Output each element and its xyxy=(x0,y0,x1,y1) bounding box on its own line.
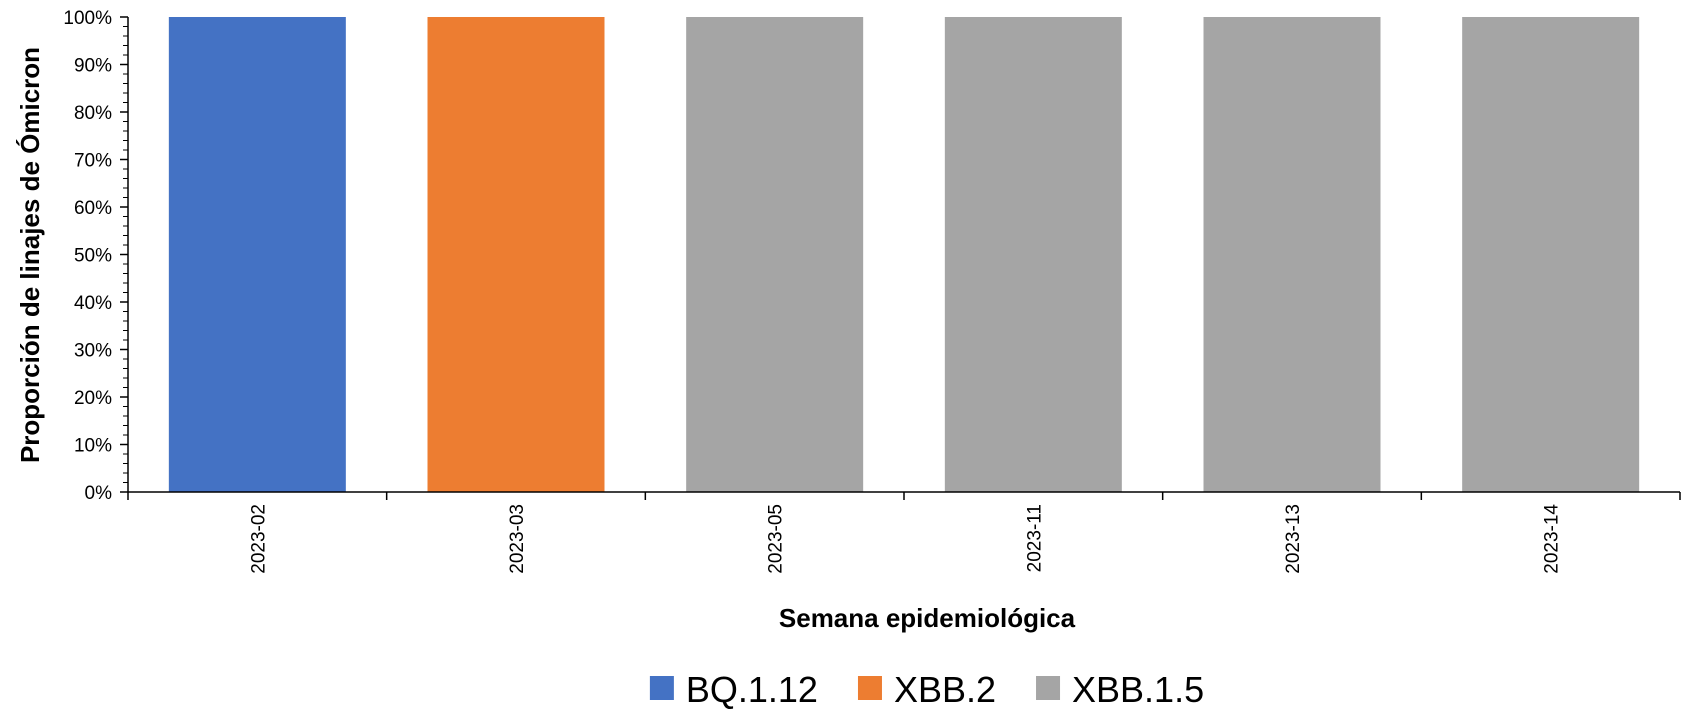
bar-2023-11-XBB-1-5 xyxy=(944,17,1122,492)
y-axis-title: Proporción de linajes de Ómicron xyxy=(15,47,45,463)
legend: BQ.1.12 XBB.2 XBB.1.5 xyxy=(649,669,1204,710)
y-tick-label: 70% xyxy=(74,151,112,172)
y-tick-label: 60% xyxy=(74,198,112,219)
y-tick-label: 10% xyxy=(74,436,112,457)
y-tick-label: 20% xyxy=(74,388,112,409)
bar-2023-05-XBB-1-5 xyxy=(686,17,864,492)
legend-swatch-XBB-2 xyxy=(857,676,882,700)
bar-2023-02-BQ-1-12 xyxy=(168,17,346,492)
y-tick-label: 0% xyxy=(85,483,113,504)
bar-2023-13-XBB-1-5 xyxy=(1203,17,1381,492)
y-tick-label: 40% xyxy=(74,293,112,314)
ticks-layer: 0% 10% 20% 30% 40% 50% 60% 70% 80% 90% 100% 2023-02… xyxy=(63,8,1681,574)
legend-swatch-XBB-1-5 xyxy=(1036,676,1061,700)
y-tick-label: 90% xyxy=(74,56,112,77)
x-tick-label: 2023-11 xyxy=(1024,504,1045,572)
x-tick-label: 2023-02 xyxy=(248,504,269,574)
bar-2023-14-XBB-1-5 xyxy=(1462,17,1640,492)
bar-2023-03-XBB-2 xyxy=(427,17,605,492)
x-tick-label: 2023-14 xyxy=(1542,504,1563,574)
y-tick-label: 80% xyxy=(74,103,112,124)
legend-label-BQ-1-12: BQ.1.12 xyxy=(686,669,818,710)
x-axis-title: Semana epidemiológica xyxy=(779,603,1076,633)
x-tick-label: 2023-03 xyxy=(507,504,528,574)
bars-layer xyxy=(168,17,1640,492)
legend-swatch-BQ-1-12 xyxy=(649,676,674,700)
legend-label-XBB-1-5: XBB.1.5 xyxy=(1072,669,1204,710)
legend-label-XBB-2: XBB.2 xyxy=(894,669,996,710)
y-tick-label: 50% xyxy=(74,246,112,267)
y-tick-label: 100% xyxy=(63,8,112,29)
axes-layer xyxy=(127,17,1680,493)
y-tick-label: 30% xyxy=(74,341,112,362)
x-tick-label: 2023-13 xyxy=(1283,504,1304,574)
x-tick-label: 2023-05 xyxy=(766,504,787,574)
